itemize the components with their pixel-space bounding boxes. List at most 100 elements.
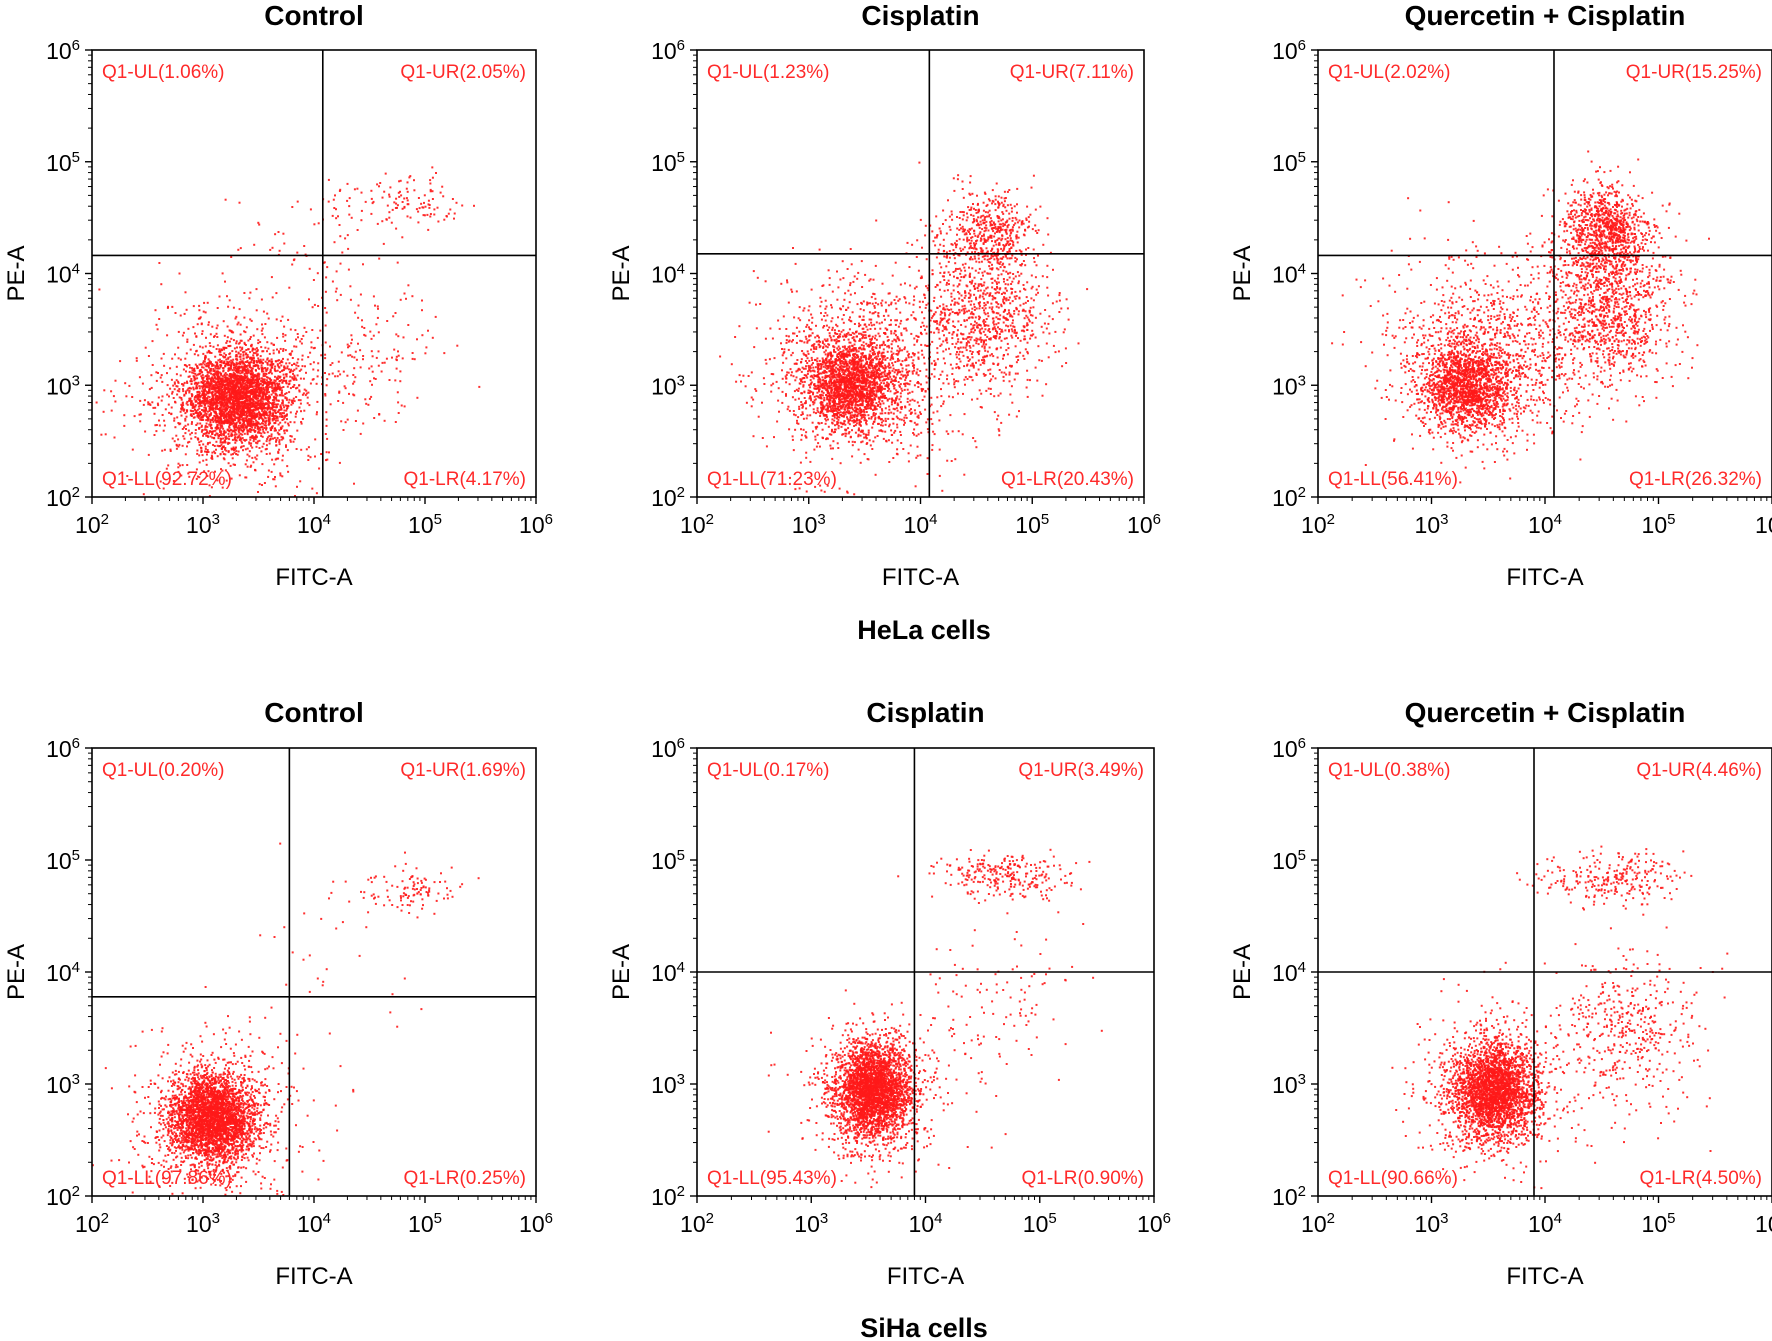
event-dot [215, 372, 218, 375]
event-dot [160, 399, 163, 402]
event-dot [256, 380, 259, 383]
event-dot [153, 412, 156, 415]
event-dot [411, 357, 414, 360]
event-dot [249, 361, 252, 364]
event-dot [223, 414, 226, 417]
event-dot [226, 376, 229, 379]
event-dot [264, 422, 267, 425]
event-dot [242, 357, 245, 360]
event-dot [250, 384, 253, 386]
event-dot [264, 360, 267, 363]
event-dot [872, 404, 875, 407]
event-dot [215, 332, 218, 335]
event-dot [325, 311, 328, 314]
event-dot [230, 390, 233, 393]
event-dot [247, 409, 250, 412]
event-dot [220, 408, 223, 411]
event-dot [285, 375, 288, 378]
event-dot [191, 369, 194, 372]
event-dot [808, 392, 811, 395]
event-dot [155, 371, 158, 374]
event-dot [232, 414, 235, 417]
event-dot [256, 440, 259, 443]
event-dot [375, 323, 378, 326]
event-dot [254, 468, 256, 471]
event-dot [148, 402, 151, 405]
event-dot [250, 319, 253, 322]
event-dot [220, 392, 223, 395]
event-dot [292, 370, 295, 373]
event-dot [875, 402, 878, 405]
event-dot [424, 352, 427, 355]
event-dot [230, 432, 233, 435]
event-dot [228, 410, 231, 413]
event-dot [173, 440, 176, 443]
event-dot [839, 366, 842, 369]
event-dot [220, 443, 223, 446]
event-dot [180, 403, 183, 406]
event-dot [194, 332, 196, 335]
scatter-panel-1: Control102102103103104104105105106106FIT… [3, 0, 553, 591]
event-dot [395, 355, 398, 358]
event-dot [235, 398, 237, 401]
event-dot [234, 385, 237, 388]
event-dot [254, 381, 257, 384]
event-dot [258, 405, 261, 407]
event-dot [272, 401, 274, 404]
event-dot [271, 414, 274, 417]
event-dot [277, 450, 280, 453]
event-dot [214, 390, 217, 393]
event-dot [253, 417, 256, 420]
event-dot [177, 381, 180, 384]
event-dot [843, 422, 845, 425]
event-dot [405, 187, 408, 190]
event-dot [279, 472, 282, 475]
event-dot [251, 415, 254, 418]
event-dot [249, 424, 252, 427]
event-dot [208, 409, 211, 412]
event-dot [199, 412, 202, 415]
event-dot [289, 353, 292, 356]
event-dot [813, 401, 816, 404]
event-dot [243, 391, 246, 394]
event-dot [876, 364, 879, 367]
event-dot [178, 423, 181, 426]
event-dot [257, 400, 260, 403]
event-dot [142, 403, 145, 406]
event-dot [246, 447, 249, 450]
event-dot [381, 196, 384, 199]
event-dot [223, 412, 226, 415]
event-dot [872, 440, 875, 443]
event-dot [278, 385, 281, 388]
event-dot [255, 360, 258, 362]
event-dot [242, 449, 244, 452]
event-dot [210, 454, 213, 457]
event-dot [188, 390, 191, 392]
event-dot [205, 408, 207, 411]
event-dot [279, 371, 282, 373]
event-dot [186, 365, 188, 368]
event-dot [198, 370, 201, 372]
event-dot [230, 389, 233, 392]
event-dot [851, 429, 853, 432]
event-dot [237, 405, 240, 408]
event-dot [840, 404, 842, 407]
event-dot [353, 380, 356, 383]
event-dot [289, 435, 292, 437]
event-dot [400, 404, 403, 407]
event-dot [231, 373, 233, 376]
event-dot [308, 298, 310, 301]
event-dot [359, 293, 362, 296]
y-axis-label: PE-A [3, 245, 30, 301]
event-dot [248, 418, 250, 420]
event-dot [841, 378, 844, 381]
event-dot [144, 346, 147, 349]
event-dot [198, 427, 201, 430]
event-dot [197, 354, 200, 357]
event-dot [255, 416, 258, 419]
event-dot [240, 371, 243, 374]
event-dot [285, 362, 288, 365]
event-dot [199, 422, 202, 425]
event-dot [233, 404, 236, 406]
event-dot [265, 398, 268, 401]
